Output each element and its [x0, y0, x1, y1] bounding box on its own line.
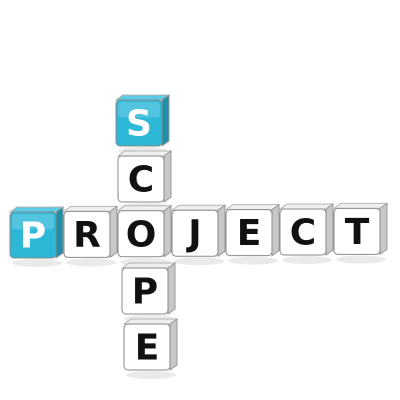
down-cube-4: P — [120, 262, 177, 315]
down-cube-1-front-face — [115, 99, 163, 147]
across-cube-6-shadow — [282, 256, 332, 264]
down-cube-5-shadow — [126, 371, 176, 379]
down-cube-5-gloss — [126, 326, 168, 342]
across-cube-7-top-face — [332, 202, 389, 209]
down-cube-2-side-face — [163, 150, 172, 203]
across-cube-4-top-face — [170, 204, 227, 211]
across-cube-5-front-face — [225, 209, 273, 257]
across-cube-7-front-face — [333, 207, 381, 255]
across-cube-1-top-face — [8, 206, 65, 213]
across-cube-7: T — [332, 202, 389, 256]
down-cube-5-front-face — [123, 323, 171, 371]
across-cube-2-side-face — [109, 205, 118, 259]
down-cube-4-side-face — [167, 262, 176, 315]
across-cube-1-letter: P — [20, 216, 46, 257]
down-cube-1: S — [114, 94, 171, 147]
across-cube-4-gloss — [174, 212, 216, 228]
down-cube-5: E — [122, 318, 179, 371]
across-cube-7-letter: T — [345, 212, 370, 253]
across-cube-2-top-face — [62, 205, 119, 212]
down-cube-4-front-face — [121, 267, 169, 315]
across-cube-6-front-face — [279, 208, 327, 256]
down-cube-4-letter: P — [132, 272, 158, 313]
across-cube-2-letter: R — [73, 215, 101, 256]
across-cube-1-gloss — [12, 214, 54, 230]
across-cube-1: P — [8, 206, 65, 259]
across-cube-2-shadow — [66, 258, 116, 267]
down-cube-5-letter: E — [135, 328, 160, 369]
across-cube-6-gloss — [282, 211, 324, 227]
across-cube-1-shadow — [12, 259, 62, 267]
across-cube-5-gloss — [228, 211, 270, 227]
across-cube-6-top-face — [278, 203, 335, 210]
across-cube-4-front-face — [171, 209, 219, 257]
across-cube-5-shadow — [228, 256, 278, 265]
across-cube-5-top-face — [224, 204, 281, 211]
down-cube-4-gloss — [124, 270, 166, 286]
across-cube-2-front-face — [63, 210, 111, 258]
across-cube-3-front-face — [117, 210, 165, 258]
down-cube-1-side-face — [161, 94, 170, 147]
across-cube-2-gloss — [66, 213, 108, 229]
down-cube-2-gloss — [120, 158, 162, 174]
across-cube-1-side-face — [55, 206, 64, 259]
across-cube-1-front-face — [9, 211, 57, 259]
down-cube-5-side-face — [169, 318, 178, 371]
across-cube-3-letter: O — [126, 214, 157, 255]
across-cube-5-letter: E — [237, 213, 262, 254]
across-cube-3-top-face — [116, 205, 173, 212]
down-cube-1-letter: S — [126, 104, 152, 145]
across-cube-7-side-face — [379, 202, 388, 256]
across-cube-6: C — [278, 203, 335, 256]
down-cube-1-gloss — [118, 102, 160, 118]
across-cube-4: J — [170, 204, 227, 258]
down-cube-4-top-face — [120, 262, 177, 269]
down-cube-2-letter: C — [128, 160, 154, 201]
across-cube-7-shadow — [336, 255, 386, 264]
across-cube-4-side-face — [217, 204, 226, 258]
across-cube-4-shadow — [174, 257, 224, 266]
across-cube-6-letter: C — [290, 213, 316, 254]
across-cube-2: R — [62, 205, 119, 259]
across-cube-5-side-face — [271, 203, 280, 257]
across-cube-4-letter: J — [185, 214, 201, 255]
down-cube-2-top-face — [116, 150, 173, 157]
across-cube-3-gloss — [120, 212, 162, 229]
across-cube-3: O — [116, 204, 173, 258]
across-cube-6-side-face — [325, 203, 334, 256]
down-cube-1-top-face — [114, 94, 171, 101]
across-cube-5: E — [224, 203, 281, 257]
across-cube-3-side-face — [163, 204, 172, 258]
across-cube-7-gloss — [336, 210, 378, 226]
cube-shadows — [12, 147, 386, 379]
down-cube-2-front-face — [117, 155, 165, 203]
down-cube-2: C — [116, 150, 173, 203]
down-cube-5-top-face — [122, 318, 179, 325]
